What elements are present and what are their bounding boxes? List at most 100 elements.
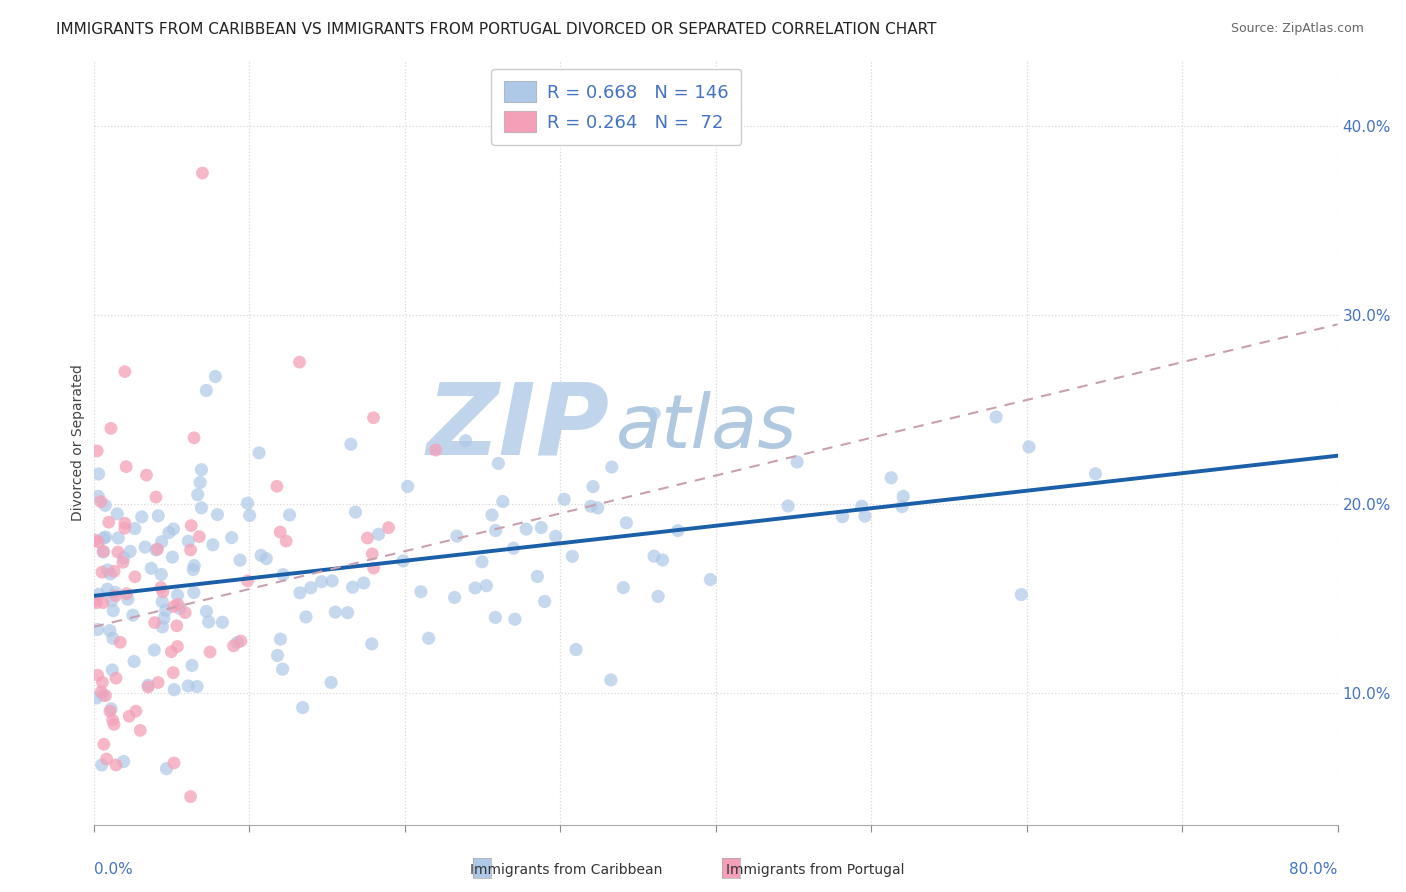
Point	[288, 355, 311, 369]
Point	[236, 496, 259, 510]
Point	[188, 530, 211, 544]
Point	[276, 534, 298, 549]
Point	[107, 545, 129, 559]
Point	[786, 455, 808, 469]
Point	[271, 567, 294, 582]
Point	[166, 588, 188, 602]
Point	[101, 593, 124, 607]
Point	[250, 549, 273, 563]
Point	[149, 581, 172, 595]
Text: 80.0%: 80.0%	[1289, 863, 1337, 877]
Point	[90, 494, 112, 508]
Point	[226, 635, 249, 649]
Point	[93, 544, 115, 558]
Point	[183, 585, 205, 599]
Point	[103, 717, 125, 731]
Point	[181, 658, 204, 673]
Point	[446, 529, 468, 543]
Point	[90, 684, 112, 698]
Point	[160, 645, 183, 659]
Point	[100, 421, 122, 435]
Point	[1010, 588, 1032, 602]
Point	[87, 587, 110, 601]
Point	[831, 509, 853, 524]
Text: Immigrants from Caribbean: Immigrants from Caribbean	[470, 863, 662, 877]
Point	[166, 640, 188, 654]
Point	[120, 544, 142, 558]
Point	[600, 673, 623, 687]
Point	[162, 522, 184, 536]
Point	[86, 596, 108, 610]
Point	[104, 589, 127, 603]
Point	[136, 680, 159, 694]
Point	[363, 410, 385, 425]
Point	[163, 599, 186, 614]
Point	[112, 755, 135, 769]
Point	[91, 688, 114, 702]
Point	[121, 608, 143, 623]
Point	[269, 632, 291, 647]
Point	[647, 590, 669, 604]
Point	[183, 431, 205, 445]
Point	[166, 619, 188, 633]
Point	[162, 665, 184, 680]
Point	[103, 604, 125, 618]
Point	[177, 679, 200, 693]
Point	[87, 535, 110, 549]
Point	[778, 499, 800, 513]
Point	[105, 758, 128, 772]
Point	[122, 655, 145, 669]
Point	[392, 554, 415, 568]
Point	[180, 789, 202, 804]
Point	[117, 592, 139, 607]
Point	[544, 529, 567, 543]
Point	[643, 549, 665, 564]
Point	[111, 555, 134, 569]
Point	[150, 594, 173, 608]
Point	[699, 573, 721, 587]
Point	[299, 581, 322, 595]
Point	[221, 531, 243, 545]
Point	[492, 494, 515, 508]
Point	[484, 610, 506, 624]
Point	[197, 615, 219, 629]
Point	[853, 508, 876, 523]
Point	[360, 637, 382, 651]
Point	[96, 582, 118, 597]
Point	[409, 584, 432, 599]
Point	[565, 642, 588, 657]
Point	[129, 723, 152, 738]
Point	[502, 541, 524, 556]
Point	[396, 479, 419, 493]
Point	[454, 434, 477, 448]
Point	[91, 545, 114, 559]
Point	[269, 524, 291, 539]
Point	[93, 531, 115, 545]
Point	[163, 682, 186, 697]
Point	[162, 550, 184, 565]
Point	[169, 601, 191, 615]
Text: 0.0%: 0.0%	[94, 863, 132, 877]
Point	[342, 580, 364, 594]
Point	[187, 488, 209, 502]
Point	[363, 561, 385, 575]
Text: Immigrants from Portugal: Immigrants from Portugal	[725, 863, 904, 877]
Point	[481, 508, 503, 522]
Point	[141, 561, 163, 575]
Point	[114, 516, 136, 531]
Point	[115, 587, 138, 601]
Point	[145, 542, 167, 557]
Point	[579, 500, 602, 514]
Point	[145, 490, 167, 504]
Point	[643, 407, 665, 421]
Point	[150, 534, 173, 549]
Point	[211, 615, 233, 630]
Point	[553, 492, 575, 507]
Point	[600, 460, 623, 475]
Point	[105, 671, 128, 685]
Point	[311, 574, 333, 589]
Point	[96, 752, 118, 766]
Point	[425, 443, 447, 458]
Point	[526, 569, 548, 583]
Point	[377, 521, 399, 535]
